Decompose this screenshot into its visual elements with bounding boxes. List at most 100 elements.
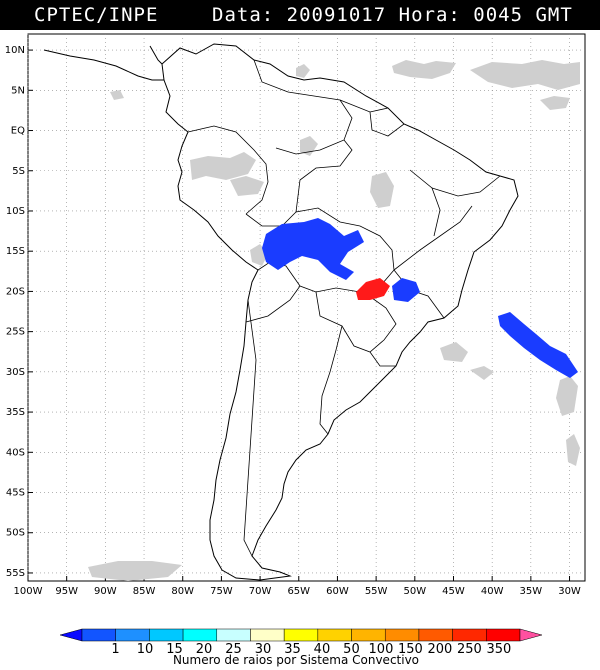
colorbar-tick-label: 35: [284, 642, 301, 657]
storm-cell: [392, 278, 420, 302]
border-line: [431, 175, 501, 197]
lat-label: 25S: [6, 327, 25, 338]
lon-label: 50W: [403, 586, 426, 597]
lat-label: 20S: [6, 286, 25, 297]
colorbar-tick-label: 10: [137, 642, 154, 657]
colorbar-tick-label: 40: [314, 642, 331, 657]
colorbar-cell: [149, 628, 184, 642]
cloud-patch: [110, 90, 124, 100]
colorbar-tick-label: 100: [369, 642, 394, 657]
cloud-patch: [296, 64, 310, 78]
lon-label: 35W: [520, 586, 543, 597]
lon-label: 65W: [287, 586, 310, 597]
cloud-patch: [470, 60, 580, 90]
colorbar-tick-label: 200: [428, 642, 453, 657]
border-line: [369, 111, 405, 137]
central-america-coast: [149, 45, 163, 65]
border-line: [243, 299, 257, 557]
colorbar-cell: [283, 628, 319, 642]
colorbar-min-arrow: [59, 628, 83, 642]
lat-label: 5N: [11, 85, 25, 96]
colorbar-cell: [317, 628, 352, 642]
storm-cell: [262, 218, 364, 280]
colorbar-cell: [351, 628, 386, 642]
cloud-patch: [566, 434, 580, 466]
colorbar-tick-label: 150: [398, 642, 423, 657]
colorbar-cell: [384, 628, 420, 642]
lat-label: 40S: [6, 447, 25, 458]
colorbar-max-arrow: [519, 628, 543, 642]
latitude-labels: 10N 5N EQ 5S 10S 15S 20S 25S 30S 35S 40S 45S 50S 55S: [5, 45, 25, 579]
colorbar-cell: [216, 628, 251, 642]
colorbar-tick-label: 25: [225, 642, 242, 657]
cloud-patch: [190, 152, 256, 180]
colorbar-tick-label: 1: [111, 642, 119, 657]
border-line: [409, 169, 441, 237]
country-borders: [187, 59, 501, 557]
colorbar-title: Numero de raios por Sistema Convectivo: [173, 653, 419, 667]
colorbar-tick-label: 30: [255, 642, 272, 657]
red-storm-systems: [356, 278, 390, 300]
colorbar-cell: [452, 628, 487, 642]
date-value: 20091017: [286, 4, 387, 26]
colorbar-cell: [81, 628, 116, 642]
colorbar-cell: [486, 628, 521, 642]
lon-label: 30W: [558, 586, 581, 597]
cloud-patch: [392, 60, 456, 79]
border-line: [319, 325, 343, 435]
cloud-patch: [230, 176, 264, 196]
colorbar-tick-label: 20: [196, 642, 213, 657]
lat-label: 30S: [6, 367, 25, 378]
colorbar-cell: [115, 628, 150, 642]
cloud-patch: [540, 96, 570, 110]
lon-label: 55W: [365, 586, 388, 597]
data-label: Data:: [212, 4, 275, 26]
cloud-patch: [440, 342, 468, 362]
storm-cell: [356, 278, 390, 300]
lon-label: 75W: [210, 586, 233, 597]
lat-label: 10N: [5, 45, 25, 56]
lon-label: 100W: [14, 586, 43, 597]
border-line: [295, 139, 353, 213]
central-america-coast: [43, 49, 164, 81]
colorbar-tick-label: 15: [166, 642, 183, 657]
cloud-patch: [300, 136, 318, 156]
institution-title: CPTEC/INPE: [34, 4, 159, 26]
map-frame: [27, 33, 586, 582]
lat-label: 55S: [6, 568, 25, 579]
blue-storm-systems: [262, 218, 578, 378]
cloud-patch: [370, 172, 394, 208]
hora-label: Hora:: [398, 4, 461, 26]
lon-label: 60W: [326, 586, 349, 597]
lat-label: 50S: [6, 528, 25, 539]
cloud-patch: [556, 376, 578, 416]
lon-label: 95W: [55, 586, 78, 597]
colorbar-cell: [182, 628, 218, 642]
lightning-map: 10N5NEQ5S10S15S20S25S30S35S40S45S50S55S …: [5, 33, 586, 667]
continent-outline: [43, 43, 519, 581]
lon-label: 85W: [133, 586, 156, 597]
colorbar-tick-label: 350: [487, 642, 512, 657]
map-header: CPTEC/INPE Data: 20091017 Hora: 0045 GMT: [0, 0, 600, 30]
lat-label: 5S: [12, 166, 25, 177]
lon-label: 40W: [481, 586, 504, 597]
colorbar-cells: [59, 628, 543, 642]
border-line: [369, 351, 396, 367]
date-time-line: Data: 20091017 Hora: 0045 GMT: [212, 4, 573, 26]
cloud-patch: [470, 366, 494, 380]
colorbar-cell: [418, 628, 453, 642]
border-line: [245, 285, 301, 323]
lon-label: 80W: [171, 586, 194, 597]
border-line: [393, 205, 473, 271]
cloud-patch: [88, 561, 182, 581]
lat-label: EQ: [11, 126, 25, 137]
lat-label: 45S: [6, 488, 25, 499]
colorbar-cell: [250, 628, 285, 642]
lat-label: 10S: [6, 206, 25, 217]
lat-label: 35S: [6, 407, 25, 418]
lon-label: 70W: [249, 586, 272, 597]
lat-label: 15S: [6, 246, 25, 257]
time-value: 0045 GMT: [473, 4, 573, 26]
longitude-labels: 100W 95W 90W 85W 80W 75W 70W 65W 60W 55W 50W 45W 40W…: [14, 586, 581, 597]
lon-label: 90W: [94, 586, 117, 597]
